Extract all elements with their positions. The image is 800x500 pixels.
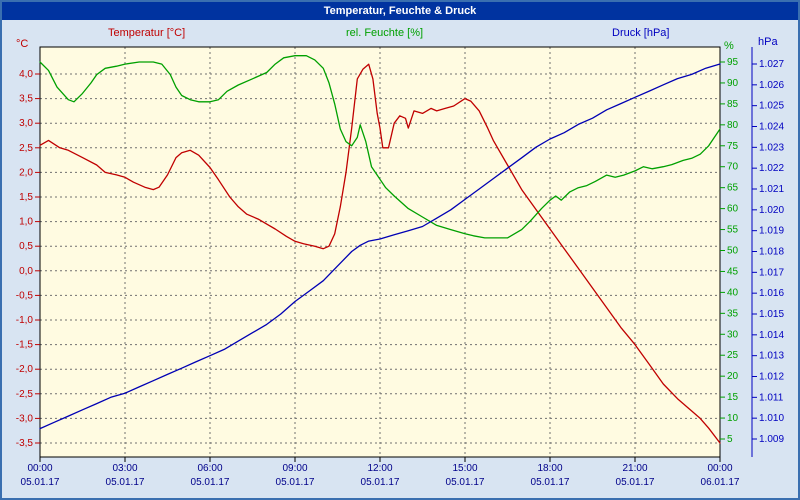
- axis-tick-label: 5: [727, 434, 733, 445]
- axis-tick-label: 0,0: [19, 266, 33, 277]
- axis-tick-label: 2,5: [19, 143, 33, 154]
- axis-tick-label: -2,5: [16, 389, 34, 400]
- axis-tick-label: -2,0: [16, 364, 34, 375]
- axis-tick-label: 75: [727, 141, 739, 152]
- axis-tick-label: 1.011: [759, 392, 784, 403]
- axis-tick-label: 05.01.17: [361, 477, 400, 488]
- axis-tick-label: 1.026: [759, 80, 784, 91]
- axis-tick-label: 1.023: [759, 142, 784, 153]
- axis-tick-label: 40: [727, 287, 739, 298]
- axis-tick-label: 00:00: [707, 463, 732, 474]
- axis-tick-label: 4,0: [19, 69, 33, 80]
- axis-tick-label: 1.025: [759, 101, 784, 112]
- axis-tick-label: 21:00: [622, 463, 647, 474]
- grid-lines: [40, 47, 720, 457]
- legend-pressure: Druck [hPa]: [612, 27, 670, 39]
- axis-tick-label: 09:00: [282, 463, 307, 474]
- axis-tick-label: 1.022: [759, 163, 784, 174]
- series-line-temperature: [39, 63, 721, 444]
- pressure-axis-unit: hPa: [758, 36, 778, 48]
- axis-tick-label: 55: [727, 225, 739, 236]
- axis-tick-label: 00:00: [27, 463, 52, 474]
- title-bar: Temperatur, Feuchte & Druck: [2, 2, 798, 20]
- axis-tick-label: 1.018: [759, 247, 784, 258]
- axis-tick-label: 1.016: [759, 288, 784, 299]
- axis-tick-label: 15: [727, 392, 739, 403]
- axis-tick-label: 10: [727, 413, 739, 424]
- axis-tick-label: 15:00: [452, 463, 477, 474]
- axis-tick-label: 85: [727, 99, 739, 110]
- axis-tick-label: 1.024: [759, 122, 784, 133]
- axis-tick-label: 0,5: [19, 241, 33, 252]
- axis-tick-label: 03:00: [112, 463, 137, 474]
- axis-tick-label: 25: [727, 350, 739, 361]
- axis-tick-label: 06:00: [197, 463, 222, 474]
- axis-tick-label: 1.012: [759, 372, 784, 383]
- axis-tick-label: 3,5: [19, 94, 33, 105]
- axis-tick-label: 65: [727, 183, 739, 194]
- y-axis-temperature: 4,0 3,5 3,0 2,5 2,0 1,5 1,0 0,5 0,0 -0,5 -1,0 -1,5 -…: [16, 69, 40, 449]
- legend-temperature: Temperatur [°C]: [108, 27, 186, 39]
- axis-tick-label: 1.009: [759, 434, 784, 445]
- axis-tick-label: 05.01.17: [191, 477, 230, 488]
- axis-tick-label: 12:00: [367, 463, 392, 474]
- axis-tick-label: 3,0: [19, 118, 33, 129]
- axis-tick-label: 1,5: [19, 192, 33, 203]
- axis-tick-label: 1,0: [19, 217, 33, 228]
- axis-tick-label: 1.017: [759, 267, 784, 278]
- axis-tick-label: 05.01.17: [106, 477, 145, 488]
- axis-tick-label: 70: [727, 162, 739, 173]
- axis-tick-label: 1.010: [759, 413, 784, 424]
- axis-tick-label: 30: [727, 329, 739, 340]
- axis-tick-label: 50: [727, 246, 739, 257]
- y-axis-humidity: 95 90 85 80 75 70 65 60 55 50 45 40 35 30 25 20 15 10 5: [720, 57, 739, 445]
- axis-tick-label: 05.01.17: [276, 477, 315, 488]
- axis-tick-label: 1.027: [759, 59, 784, 70]
- series-line-pressure: [39, 63, 721, 430]
- axis-tick-label: 1.013: [759, 351, 784, 362]
- axis-tick-label: 80: [727, 120, 739, 131]
- axis-tick-label: 95: [727, 57, 739, 68]
- axis-tick-label: 20: [727, 371, 739, 382]
- humidity-axis-unit: %: [724, 40, 734, 52]
- axis-tick-label: -3,5: [16, 438, 34, 449]
- axis-tick-label: -1,0: [16, 315, 34, 326]
- axis-tick-label: 1.015: [759, 309, 784, 320]
- axis-tick-label: 1.020: [759, 205, 784, 216]
- axis-tick-label: 05.01.17: [616, 477, 655, 488]
- legend-humidity: rel. Feuchte [%]: [346, 27, 424, 39]
- axis-tick-label: -3,0: [16, 413, 34, 424]
- y-axis-pressure: 1.027 1.026 1.025 1.024 1.023 1.022 1.021 1.020…: [751, 47, 784, 457]
- window-title: Temperatur, Feuchte & Druck: [323, 5, 477, 17]
- axis-tick-label: 1.014: [759, 330, 784, 341]
- axis-tick-label: 35: [727, 308, 739, 319]
- axis-tick-label: -1,5: [16, 340, 34, 351]
- axis-tick-label: 1.019: [759, 226, 784, 237]
- axis-tick-label: 90: [727, 78, 739, 89]
- axis-tick-label: 05.01.17: [531, 477, 570, 488]
- axis-tick-label: 05.01.17: [446, 477, 485, 488]
- series-line-humidity: [39, 55, 721, 239]
- axis-tick-label: 1.021: [759, 184, 784, 195]
- axis-tick-label: 06.01.17: [701, 477, 740, 488]
- temperature-axis-unit: °C: [16, 38, 29, 50]
- axis-tick-label: 60: [727, 204, 739, 215]
- axis-tick-label: 2,0: [19, 167, 33, 178]
- axis-tick-label: 45: [727, 266, 739, 277]
- axis-tick-label: -0,5: [16, 290, 34, 301]
- axis-tick-label: 05.01.17: [21, 477, 60, 488]
- x-axis: 00:00 05.01.17 03:00 05.01.17 06:00 05.01.17 0…: [21, 457, 740, 488]
- axis-tick-label: 18:00: [537, 463, 562, 474]
